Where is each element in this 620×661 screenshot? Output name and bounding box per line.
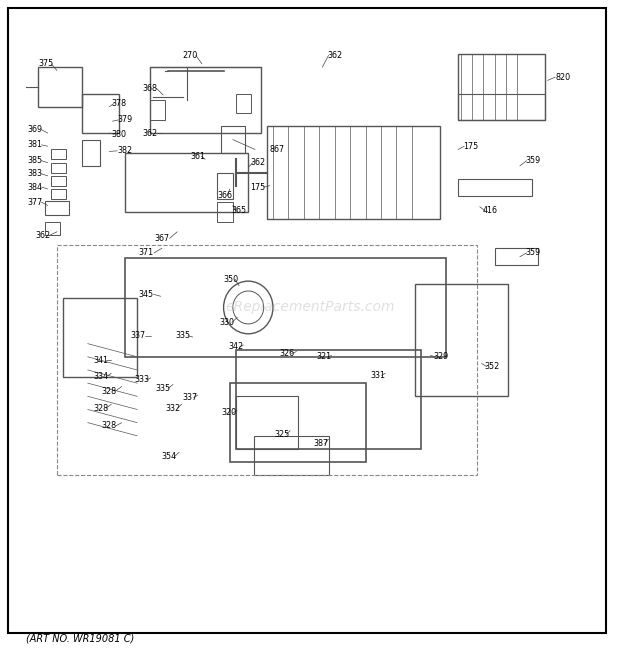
Text: 380: 380 [111,130,126,139]
Text: 867: 867 [270,145,285,154]
Text: 368: 368 [142,84,157,93]
Bar [82,94,118,133]
Text: 362: 362 [250,158,265,167]
Text: 365: 365 [231,206,247,215]
Text: 359: 359 [526,156,541,165]
Text: 335: 335 [176,331,191,340]
Bar [125,153,248,212]
Text: 383: 383 [28,169,43,178]
Bar [45,201,69,215]
Text: 359: 359 [526,249,541,257]
Text: 362: 362 [142,128,157,137]
Text: 371: 371 [139,249,154,257]
Text: 175: 175 [463,141,478,151]
Bar [51,189,66,199]
Text: 331: 331 [370,371,386,380]
Bar [51,176,66,186]
Text: 366: 366 [218,191,232,200]
Bar [230,383,366,462]
Text: 328: 328 [102,387,117,395]
Text: 270: 270 [182,51,197,60]
Text: 332: 332 [166,404,180,412]
Bar [458,179,532,196]
Text: 334: 334 [94,372,109,381]
Text: 326: 326 [279,349,294,358]
Text: 333: 333 [135,375,149,384]
Text: 381: 381 [28,140,43,149]
Text: 362: 362 [327,51,342,60]
Text: 416: 416 [483,206,498,215]
Text: (ART NO. WR19081 C): (ART NO. WR19081 C) [26,633,135,643]
Text: 377: 377 [28,198,43,207]
Text: eReplacementParts.com: eReplacementParts.com [225,301,395,315]
Text: 354: 354 [162,452,177,461]
Text: 384: 384 [28,182,43,192]
Bar [221,126,245,153]
Text: 341: 341 [94,356,109,365]
Text: 350: 350 [223,275,239,284]
Bar [236,94,251,113]
Text: 325: 325 [275,430,290,439]
Bar [218,173,233,199]
Bar [236,397,298,449]
Text: 375: 375 [38,59,53,69]
Text: 361: 361 [190,151,205,161]
Bar [495,249,538,264]
Bar [63,297,137,377]
Text: 345: 345 [139,290,154,299]
Bar [51,163,66,173]
Text: 820: 820 [556,73,570,81]
Text: 385: 385 [28,156,43,165]
Text: 362: 362 [36,231,51,239]
Text: 382: 382 [117,146,133,155]
Text: 175: 175 [250,182,265,192]
Bar [254,436,329,475]
Bar [57,245,477,475]
Text: 337: 337 [131,331,146,340]
Text: 335: 335 [156,384,171,393]
Text: 369: 369 [28,125,43,134]
Bar [149,67,260,133]
Bar [149,100,165,120]
Text: 330: 330 [219,318,234,327]
Text: 328: 328 [102,422,117,430]
Text: 329: 329 [433,352,448,362]
Text: 337: 337 [182,393,197,402]
Bar [415,284,508,397]
Bar [125,258,446,357]
Bar [218,202,233,222]
Text: 379: 379 [117,116,133,124]
Bar [45,222,60,235]
Text: 321: 321 [316,352,331,362]
Bar [38,67,82,106]
Text: 352: 352 [484,362,500,371]
Bar [458,94,544,120]
Text: 342: 342 [228,342,244,352]
Bar [458,54,544,120]
Bar [236,350,421,449]
Bar [267,126,440,219]
Text: 387: 387 [314,439,329,448]
Text: 378: 378 [111,99,126,108]
Bar [82,139,100,166]
Text: 367: 367 [154,234,169,243]
Text: 328: 328 [94,404,109,412]
Bar [51,149,66,159]
Text: 320: 320 [221,408,236,417]
